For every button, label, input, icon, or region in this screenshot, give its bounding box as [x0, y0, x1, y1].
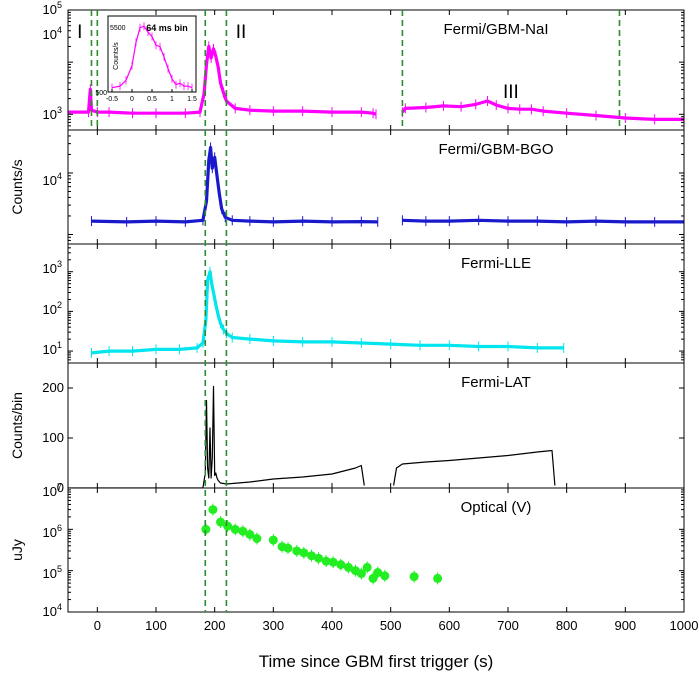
y-tick-label: 104 [43, 25, 62, 42]
data-point [373, 568, 383, 578]
inset-x-tick-label: 0 [130, 96, 134, 103]
x-tick-label: 600 [438, 618, 460, 633]
panel-3-data [90, 266, 565, 358]
data-point [292, 546, 302, 556]
inset-x-tick-label: -0.5 [106, 96, 118, 103]
panel-frame [67, 362, 685, 489]
inset-y-tick-label: 5500 [110, 25, 126, 32]
inset-x-tick-label: 1.5 [187, 96, 197, 103]
y-axis-label: Counts/s [9, 159, 25, 214]
region-label: III [503, 82, 519, 103]
y-tick-label: 104 [43, 171, 62, 188]
data-point [245, 529, 255, 539]
data-point [336, 560, 346, 570]
y-tick-label: 101 [43, 340, 62, 357]
data-point [238, 526, 248, 536]
x-tick-label: 300 [262, 618, 284, 633]
data-point [362, 562, 372, 572]
data-point [356, 569, 366, 579]
data-series [68, 44, 377, 116]
data-point [321, 556, 331, 566]
y-tick-label: 105 [43, 0, 62, 17]
y-tick-label: 200 [42, 380, 64, 395]
panel-4-data [68, 385, 556, 488]
data-point [433, 573, 443, 583]
panel-5: Optical (V) uJy [9, 487, 685, 613]
region-label: I [77, 22, 82, 43]
data-point [201, 524, 211, 534]
data-point [409, 572, 419, 582]
panel-title: Fermi-LLE [461, 255, 531, 272]
panel-title: Optical (V) [461, 499, 532, 516]
x-tick-label: 200 [204, 618, 226, 633]
x-axis-label: Time since GBM first trigger (s) [259, 652, 494, 671]
inset-x-tick-label: 1 [170, 96, 174, 103]
panel-5-data [201, 503, 443, 585]
data-point [299, 548, 309, 558]
data-series [91, 270, 564, 355]
panel-1-data [68, 41, 684, 125]
inset-frame [107, 15, 197, 93]
x-tick-label: 400 [321, 618, 343, 633]
y-tick-label: 102 [43, 300, 62, 317]
panel-3: Fermi-LLE [67, 243, 685, 364]
y-axis-label: Counts/bin [9, 392, 25, 459]
panel-title: Fermi/GBM-BGO [439, 141, 554, 158]
data-point [208, 505, 218, 515]
data-point [223, 521, 233, 531]
x-tick-label: 1000 [670, 618, 699, 633]
data-point [328, 557, 338, 567]
data-series [68, 385, 365, 488]
x-tick-label: 900 [614, 618, 636, 633]
y-tick-label: 104 [43, 602, 62, 619]
y-tick-label: 103 [43, 259, 62, 276]
data-point [343, 562, 353, 572]
data-point [216, 517, 226, 527]
y-tick-label: 100 [42, 430, 64, 445]
data-point [314, 553, 324, 563]
panel-title: Fermi-LAT [461, 374, 531, 391]
panel-2: Fermi/GBM-BGO Counts/s [9, 129, 685, 245]
data-point [306, 551, 316, 561]
data-point [380, 571, 390, 581]
panel-title: Fermi/GBM-NaI [444, 21, 549, 38]
inset-series [111, 25, 193, 89]
x-tick-label: 0 [94, 618, 101, 633]
panel-2-data [90, 142, 684, 227]
panel-frame [67, 129, 685, 245]
data-point [252, 534, 262, 544]
x-tick-label: 700 [497, 618, 519, 633]
panel-frame [67, 487, 685, 613]
y-tick-label: 106 [43, 523, 62, 540]
y-tick-label: 103 [43, 105, 62, 122]
x-tick-label: 800 [556, 618, 578, 633]
inset-y-tick-label: 500 [95, 90, 107, 97]
y-tick-label: 107 [43, 482, 62, 499]
data-point [230, 524, 240, 534]
data-series [91, 145, 378, 224]
y-tick-label: 105 [43, 564, 62, 581]
inset-plot: -0.5 0 0.5 1 1.5 5500 500 64 ms bin Counts/s [95, 15, 197, 103]
inset-y-label: Counts/s [113, 42, 120, 70]
data-series [401, 99, 684, 121]
inset-title: 64 ms bin [146, 23, 188, 33]
y-axis-label: uJy [9, 539, 25, 561]
x-tick-label: 500 [380, 618, 402, 633]
data-series [402, 218, 684, 224]
data-series [393, 449, 556, 486]
data-point [283, 543, 293, 553]
panel-4: 0 100 200 Fermi-LAT Counts/bin [9, 362, 685, 495]
data-point [268, 535, 278, 545]
x-tick-label: 100 [145, 618, 167, 633]
y-tick-label: 0 [57, 480, 64, 495]
inset-x-tick-label: 0.5 [147, 96, 157, 103]
region-label: II [236, 22, 247, 43]
